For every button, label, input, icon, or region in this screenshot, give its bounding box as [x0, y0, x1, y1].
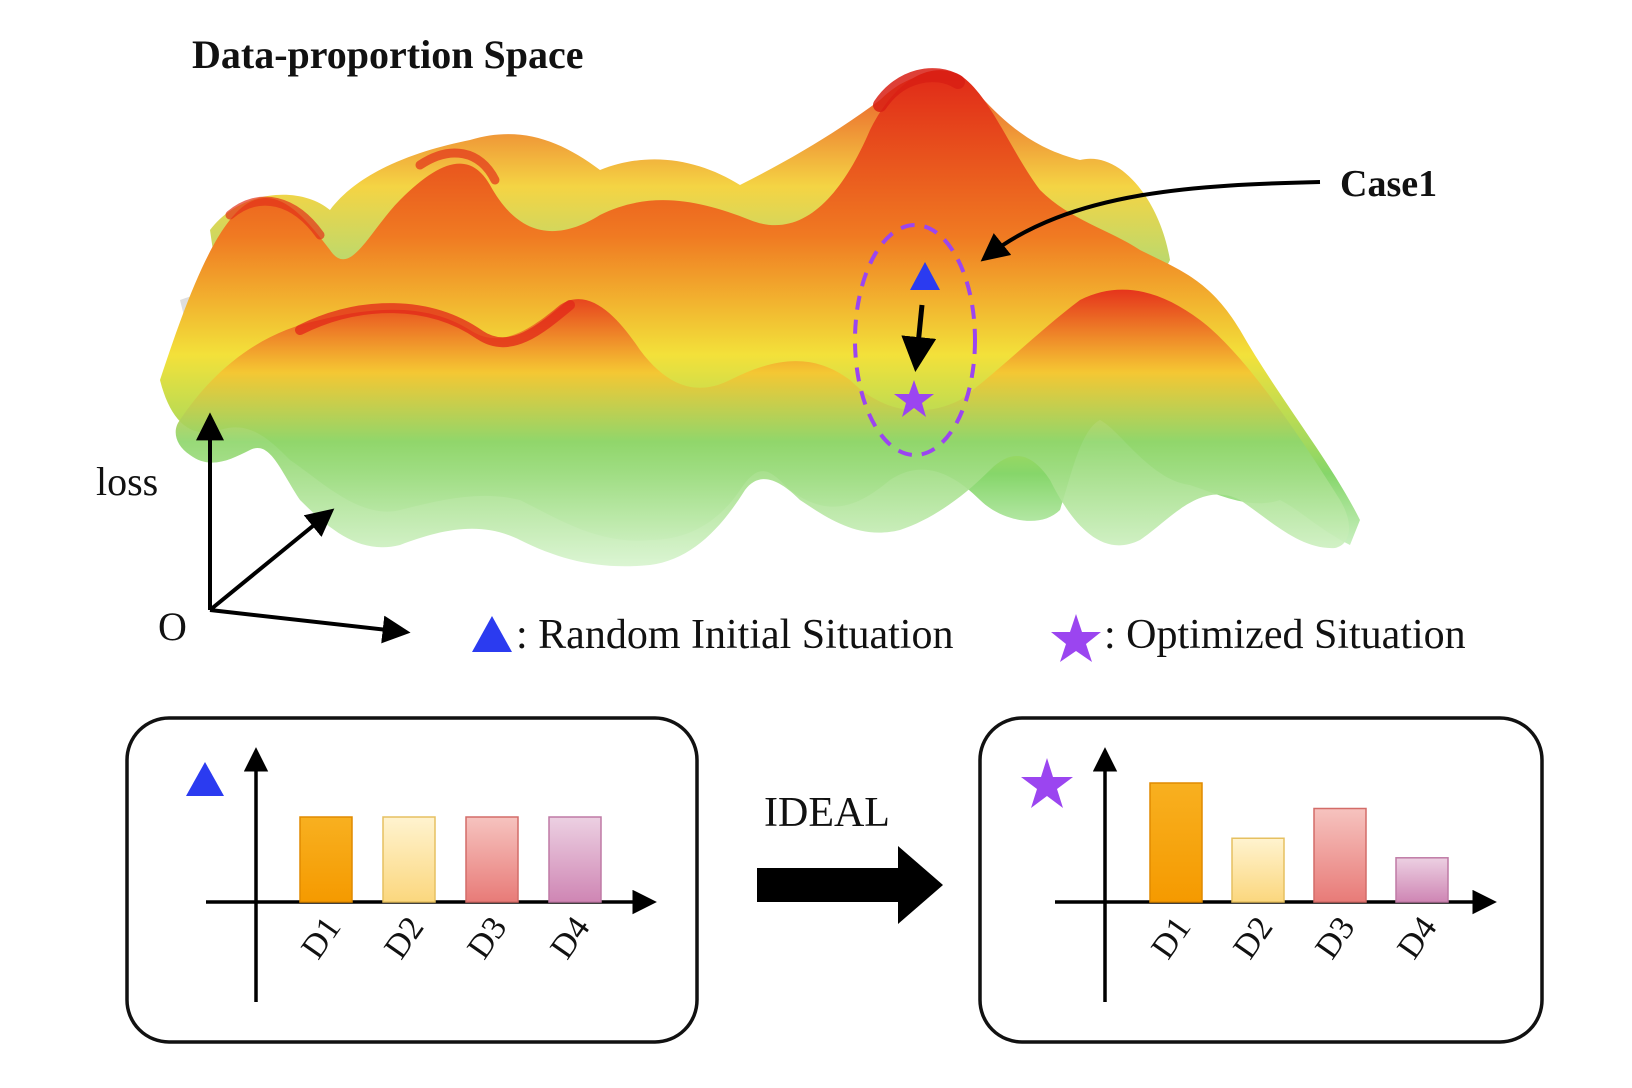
initial-proportion-panel: D1 D2 D3 D4	[125, 716, 699, 1044]
initial-panel-frame	[125, 716, 699, 1044]
tick-label-d4: D4	[1390, 910, 1444, 965]
tick-label-d3: D3	[460, 910, 514, 965]
horizontal-axis	[209, 608, 411, 644]
descent-arrow	[901, 304, 937, 372]
loss-axis-label: loss	[96, 459, 158, 504]
ideal-transition: IDEAL	[757, 790, 943, 924]
tick-label-d2: D2	[377, 910, 431, 965]
optimized-panel-frame	[978, 716, 1544, 1044]
legend: : Random Initial Situation : Optimized S…	[472, 612, 1466, 662]
case1-ellipse	[853, 223, 977, 457]
optimized-star-icon	[894, 380, 934, 417]
figure-title: Data-proportion Space	[192, 32, 583, 77]
depth-axis	[208, 508, 335, 612]
loss-landscape	[160, 68, 1360, 567]
optimized-bar-chart: D1 D2 D3 D4	[1055, 747, 1497, 1002]
bar-d4	[548, 816, 602, 903]
bar-d3	[1313, 807, 1367, 903]
legend-triangle-icon	[472, 616, 512, 652]
case1-callout-arrow	[980, 180, 1321, 262]
landscape-axes: loss O	[96, 412, 411, 649]
bar-d2	[1231, 837, 1285, 903]
tick-label-d1: D1	[1144, 910, 1198, 965]
legend-optimized-label: : Optimized Situation	[1104, 612, 1466, 658]
case1-region	[853, 223, 977, 457]
bar-d2	[382, 816, 436, 903]
initial-bar-chart: D1 D2 D3 D4	[206, 747, 657, 1002]
tick-label-d1: D1	[294, 910, 348, 965]
legend-initial-label: : Random Initial Situation	[516, 612, 953, 658]
tick-label-d2: D2	[1226, 910, 1280, 965]
tick-label-d3: D3	[1308, 910, 1362, 965]
bar-d1	[1149, 782, 1203, 903]
bar-d3	[465, 816, 519, 903]
origin-label: O	[158, 604, 187, 649]
bar-d4	[1395, 857, 1449, 903]
legend-star-icon	[1051, 614, 1101, 662]
optimized-proportion-panel: D1 D2 D3 D4	[978, 716, 1544, 1044]
optimized-panel-star-icon	[1021, 758, 1073, 808]
initial-triangle-icon	[910, 262, 940, 290]
ideal-label: IDEAL	[764, 790, 890, 836]
bar-d1	[299, 816, 353, 903]
initial-panel-triangle-icon	[186, 762, 224, 796]
tick-label-d4: D4	[543, 910, 597, 965]
case1-label: Case1	[1340, 163, 1437, 205]
ideal-arrow-icon	[757, 846, 943, 924]
